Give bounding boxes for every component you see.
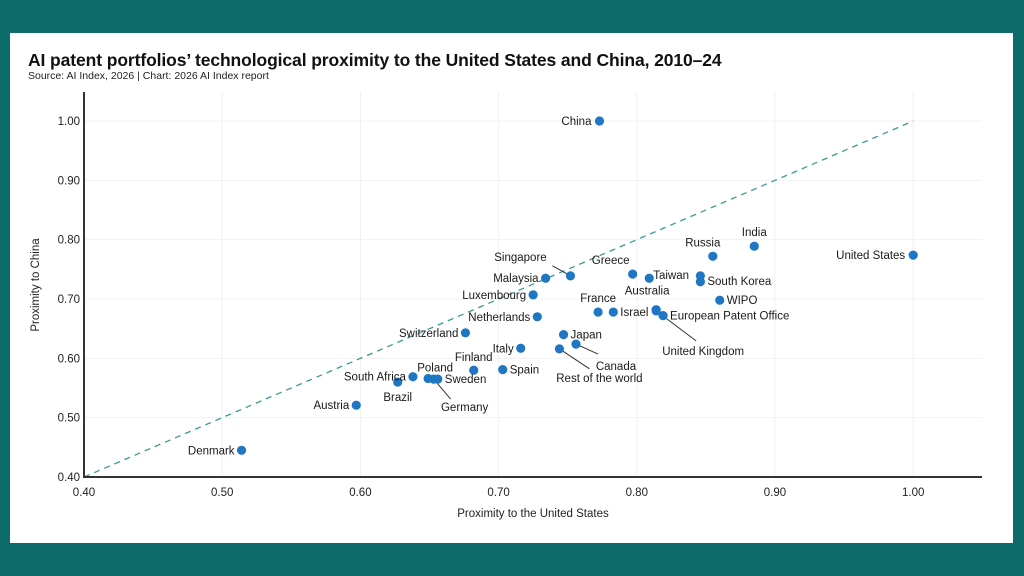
point-israel [608, 307, 618, 317]
label-brazil: Brazil [383, 392, 412, 404]
x-tick-labels: 0.40 0.50 0.60 0.70 0.80 0.90 1.00 [73, 487, 925, 499]
point-spain [498, 365, 508, 375]
label-russia: Russia [685, 237, 721, 249]
x-tick-label: 0.40 [73, 487, 95, 499]
label-denmark: Denmark [188, 445, 235, 457]
label-japan: Japan [571, 330, 602, 342]
point-malaysia [540, 273, 551, 283]
y-tick-label: 0.40 [58, 472, 80, 484]
leader-rest-of-the-world [559, 348, 590, 370]
label-south-korea: South Korea [707, 276, 772, 288]
point-sweden [433, 374, 443, 384]
point-russia [708, 251, 718, 261]
point-brazil [393, 377, 403, 387]
point-wipo [715, 295, 725, 305]
label-france: France [580, 293, 616, 305]
label-rest-of-the-world: Rest of the world [556, 373, 642, 385]
label-germany: Germany [441, 402, 489, 414]
y-tick-label: 0.50 [58, 413, 80, 425]
x-tick-label: 0.60 [349, 487, 371, 499]
point-european-patent-office [658, 311, 668, 321]
data-labels: China United States India Russia Greece Taiwa… [188, 116, 906, 457]
point-luxembourg [528, 290, 538, 300]
label-netherlands: Netherlands [468, 312, 530, 324]
point-switzerland [460, 328, 471, 338]
chart-card [10, 33, 1013, 543]
label-south-africa: South Africa [344, 372, 407, 384]
point-united-states [908, 250, 918, 260]
point-taiwan [644, 273, 654, 283]
label-switzerland: Switzerland [399, 328, 458, 340]
label-taiwan: Taiwan [653, 270, 689, 282]
label-italy: Italy [493, 343, 514, 355]
point-netherlands [532, 312, 542, 322]
point-south-korea [695, 277, 705, 287]
point-china [594, 116, 605, 126]
x-tick-label: 0.50 [211, 487, 233, 499]
label-india: India [742, 227, 768, 239]
y-axis-label: Proximity to China [30, 238, 42, 332]
point-finland [469, 365, 479, 375]
x-tick-label: 0.90 [764, 487, 786, 499]
label-israel: Israel [620, 307, 648, 319]
label-china: China [561, 116, 592, 128]
label-wipo: WIPO [727, 295, 758, 307]
point-denmark [236, 445, 247, 455]
label-greece: Greece [592, 255, 630, 267]
label-finland: Finland [455, 352, 493, 364]
data-points [236, 116, 918, 455]
y-tick-label: 0.90 [58, 175, 80, 187]
point-south-africa [408, 372, 418, 382]
axes [83, 92, 982, 478]
x-tick-label: 0.80 [626, 487, 648, 499]
label-singapore: Singapore [494, 252, 546, 264]
label-canada: Canada [596, 361, 637, 373]
y-tick-label: 0.60 [58, 353, 80, 365]
label-malaysia: Malaysia [493, 273, 539, 285]
parity-reference-line [83, 120, 914, 478]
y-tick-labels: 0.40 0.50 0.60 0.70 0.80 0.90 1.00 [58, 116, 80, 484]
point-japan [558, 330, 569, 340]
chart-title: AI patent portfolios’ technological prox… [28, 50, 722, 70]
x-axis-label: Proximity to the United States [457, 508, 609, 520]
point-italy [516, 343, 526, 353]
x-tick-label: 1.00 [902, 487, 924, 499]
y-tick-label: 1.00 [58, 116, 80, 128]
x-tick-label: 0.70 [487, 487, 509, 499]
label-sweden: Sweden [445, 374, 487, 386]
label-luxembourg: Luxembourg [462, 290, 526, 302]
y-tick-label: 0.80 [58, 235, 80, 247]
point-rest-of-the-world [554, 344, 565, 354]
label-australia: Australia [625, 286, 670, 298]
label-european-patent-office: European Patent Office [670, 311, 789, 323]
point-united-kingdom [651, 306, 661, 316]
label-united-kingdom: United Kingdom [662, 346, 744, 358]
label-united-states: United States [836, 250, 905, 262]
point-france [593, 307, 603, 317]
point-singapore [565, 271, 576, 281]
point-canada [571, 339, 581, 349]
y-tick-label: 0.70 [58, 294, 80, 306]
label-poland: Poland [417, 363, 453, 375]
point-greece [628, 269, 638, 279]
point-austria [351, 400, 361, 410]
label-austria: Austria [313, 400, 349, 412]
label-spain: Spain [510, 365, 539, 377]
point-india [749, 241, 759, 251]
chart-subtitle: Source: AI Index, 2026 | Chart: 2026 AI … [28, 70, 269, 82]
